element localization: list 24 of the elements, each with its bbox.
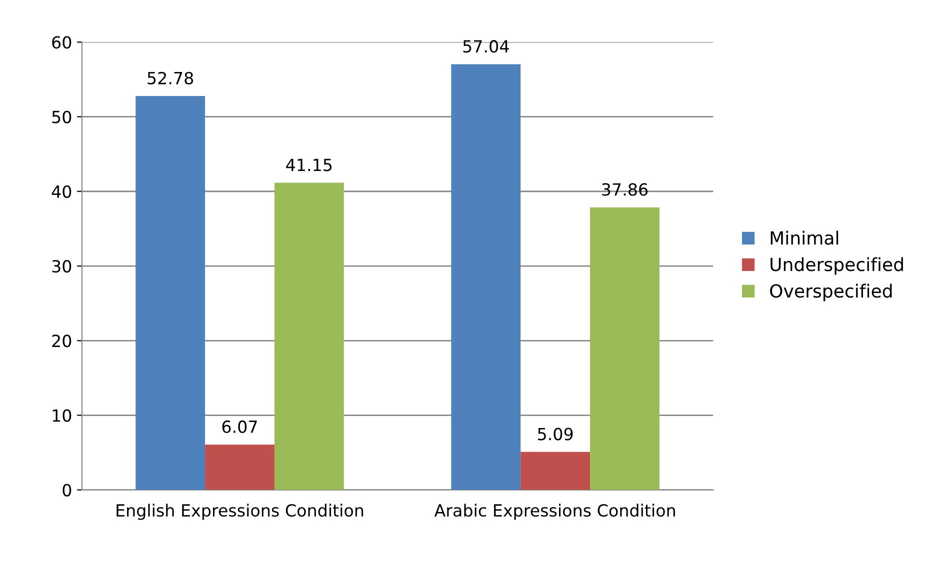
bar xyxy=(136,96,206,490)
data-label: 37.86 xyxy=(602,183,648,196)
data-label: 6.07 xyxy=(222,420,257,434)
data-label: 41.15 xyxy=(286,158,332,172)
y-tick-label: 60 xyxy=(52,36,72,49)
data-label: 5.09 xyxy=(538,428,573,440)
bar xyxy=(451,64,521,490)
legend-label: Underspecified xyxy=(770,257,903,275)
bar xyxy=(205,444,274,490)
bar xyxy=(274,182,344,490)
y-tick-label: 10 xyxy=(52,409,72,422)
bar xyxy=(590,207,660,490)
y-tick-label: 0 xyxy=(62,484,72,496)
y-tick-label: 40 xyxy=(52,185,72,198)
legend-label: Overspecified xyxy=(770,284,892,302)
legend-label: Minimal xyxy=(770,230,838,245)
x-tick-label: Arabic Expressions Condition xyxy=(434,504,675,520)
data-label: 57.04 xyxy=(463,40,509,53)
y-tick-label: 20 xyxy=(52,334,72,348)
bar xyxy=(520,452,590,490)
y-tick-label: 50 xyxy=(52,110,72,124)
y-tick-label: 30 xyxy=(52,260,72,273)
data-label: 52.78 xyxy=(148,72,194,84)
x-tick-label: English Expressions Condition xyxy=(116,504,364,520)
